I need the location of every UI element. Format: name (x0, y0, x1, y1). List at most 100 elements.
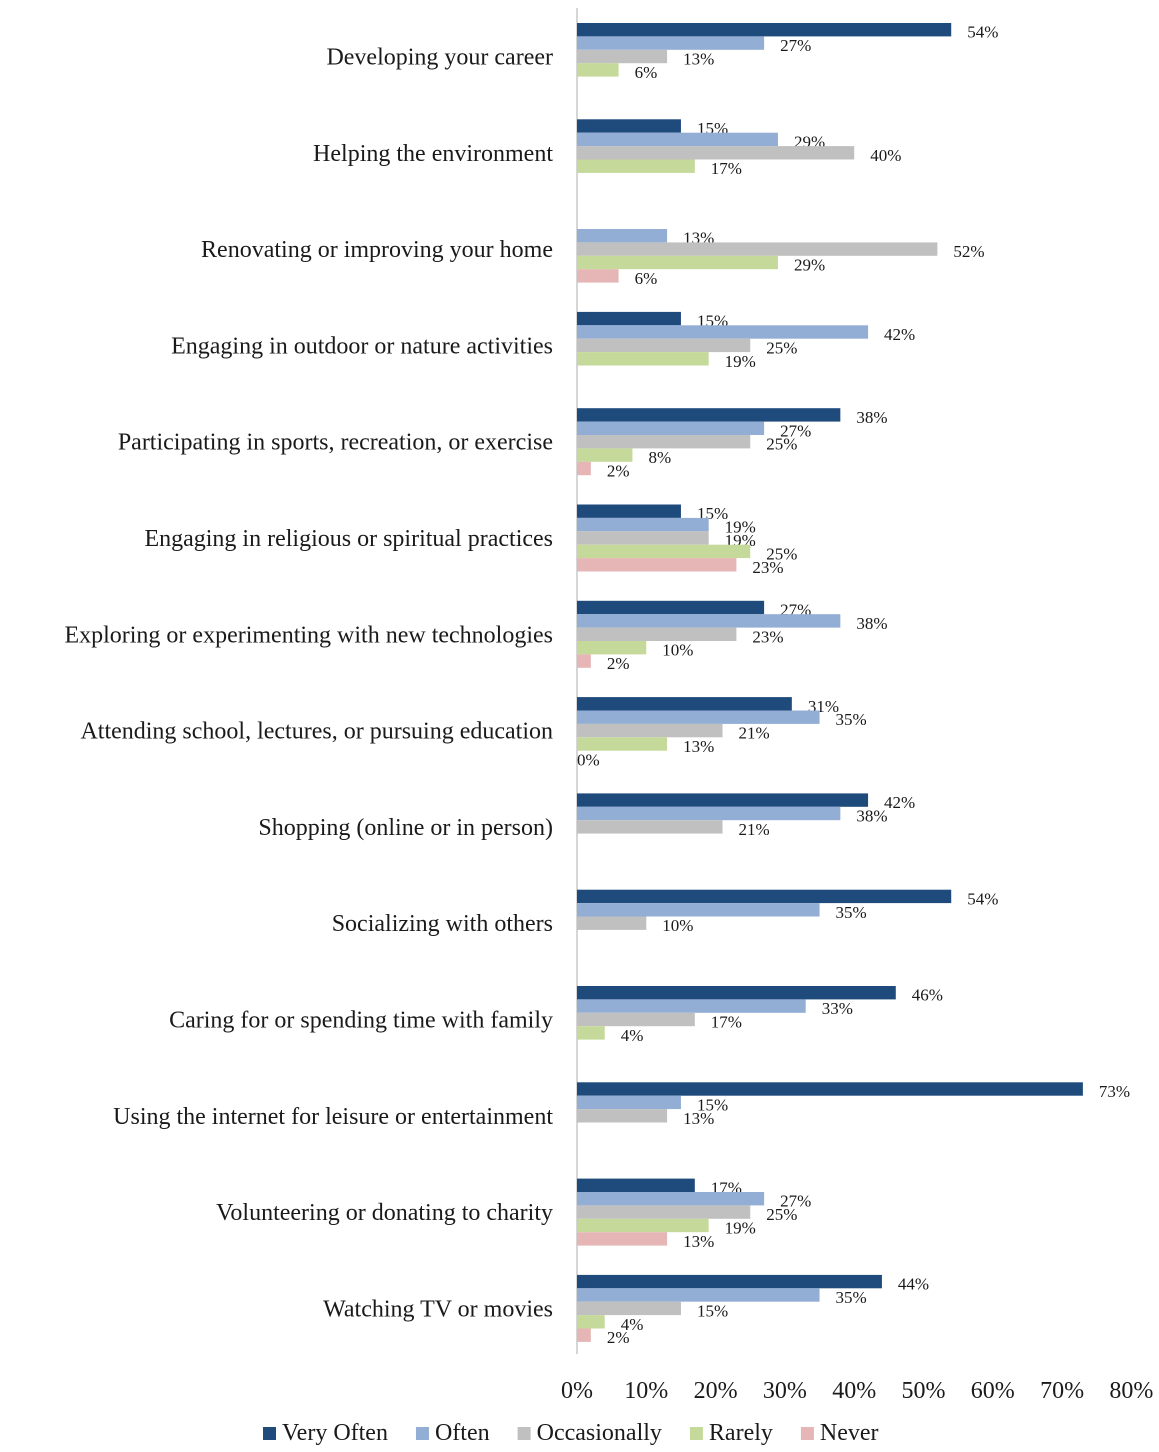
bar-rarely (577, 1218, 709, 1233)
bar-rarely (577, 1026, 605, 1040)
data-label: 17% (711, 1013, 742, 1032)
data-label: 35% (836, 903, 867, 922)
bar-occasionally (577, 820, 723, 834)
data-label: 23% (752, 558, 783, 577)
data-label: 19% (725, 518, 756, 537)
bar-rarely (577, 641, 647, 655)
data-label: 46% (912, 986, 943, 1005)
bar-often (577, 229, 668, 243)
legend-swatch (263, 1427, 276, 1440)
bar-never (577, 1328, 591, 1342)
bar-never (577, 1232, 668, 1246)
category-label: Helping the environment (313, 141, 553, 167)
legend-swatch (800, 1427, 814, 1440)
x-tick-label: 10% (624, 1378, 668, 1404)
data-label: 25% (766, 435, 797, 454)
data-label: 54% (967, 889, 998, 908)
category-label: Shopping (online or in person) (258, 815, 553, 841)
bar-rarely (577, 1315, 605, 1329)
category-label: Engaging in religious or spiritual pract… (144, 526, 553, 552)
bar-often (577, 1192, 765, 1206)
data-label: 35% (836, 710, 867, 729)
x-tick-label: 30% (763, 1378, 807, 1404)
data-label: 4% (621, 1315, 644, 1334)
data-label: 25% (766, 338, 797, 357)
bar-very-often (577, 408, 841, 422)
bar-never (577, 461, 591, 476)
bar-often (577, 132, 778, 147)
bar-very-often (577, 986, 896, 1000)
bar-occasionally (577, 146, 855, 160)
x-tick-label: 70% (1040, 1378, 1084, 1404)
data-label: 35% (836, 1288, 867, 1307)
category-label: Participating in sports, recreation, or … (118, 430, 553, 456)
data-label: 73% (1099, 1082, 1130, 1101)
bar-occasionally (577, 338, 751, 353)
data-label: 6% (635, 63, 658, 82)
legend-label: Never (820, 1420, 879, 1446)
data-label: 13% (683, 1109, 714, 1128)
bar-very-often (577, 697, 792, 711)
bar-often (577, 421, 765, 435)
bar-rarely (577, 448, 633, 462)
bar-very-often (577, 23, 952, 37)
data-label: 44% (898, 1275, 929, 1294)
bar-occasionally (577, 916, 647, 930)
data-label: 52% (953, 242, 984, 261)
data-label: 15% (697, 1095, 728, 1114)
data-label: 10% (662, 916, 693, 935)
data-label: 25% (766, 544, 797, 563)
bar-often (577, 710, 820, 724)
bar-very-often (577, 1178, 695, 1192)
legend-label: Very Often (282, 1420, 388, 1446)
bar-rarely (577, 544, 751, 559)
bar-very-often (577, 119, 681, 133)
category-label: Developing your career (326, 45, 553, 71)
bar-never (577, 654, 591, 668)
x-tick-label: 0% (561, 1378, 593, 1404)
legend-label: Rarely (709, 1420, 773, 1446)
bar-often (577, 517, 709, 532)
bar-often (577, 903, 820, 917)
bar-occasionally (577, 1012, 695, 1027)
bar-very-often (577, 1082, 1083, 1096)
bar-occasionally (577, 1205, 751, 1219)
data-label: 13% (683, 737, 714, 756)
bar-never (577, 558, 737, 572)
legend-label: Often (435, 1420, 490, 1446)
bar-occasionally (577, 1109, 668, 1123)
data-label: 0% (577, 750, 600, 769)
bar-occasionally (577, 531, 709, 545)
category-label: Volunteering or donating to charity (216, 1200, 553, 1226)
bar-very-often (577, 311, 681, 326)
legend-swatch (689, 1427, 703, 1440)
data-label: 27% (780, 421, 811, 440)
data-label: 42% (884, 325, 915, 344)
bar-rarely (577, 63, 619, 77)
data-label: 29% (794, 256, 825, 275)
data-label: 21% (739, 820, 770, 839)
data-label: 33% (822, 999, 853, 1018)
data-label: 25% (766, 1205, 797, 1224)
legend-label: Occasionally (537, 1420, 662, 1446)
data-label: 38% (856, 807, 887, 826)
x-tick-label: 60% (971, 1378, 1015, 1404)
x-tick-label: 40% (832, 1378, 876, 1404)
data-label: 15% (697, 1301, 728, 1320)
bar-occasionally (577, 435, 751, 449)
bar-very-often (577, 600, 765, 615)
data-label: 8% (648, 448, 671, 467)
data-label: 23% (752, 627, 783, 646)
category-label: Attending school, lectures, or pursuing … (80, 719, 553, 745)
bar-often (577, 1095, 681, 1110)
data-label: 2% (607, 462, 630, 481)
data-label: 38% (856, 614, 887, 633)
bar-often (577, 1288, 820, 1302)
data-label: 10% (662, 641, 693, 660)
data-label: 27% (780, 1192, 811, 1211)
category-label: Renovating or improving your home (201, 237, 553, 263)
bar-often (577, 999, 806, 1013)
data-label: 38% (856, 408, 887, 427)
bar-rarely (577, 352, 709, 366)
